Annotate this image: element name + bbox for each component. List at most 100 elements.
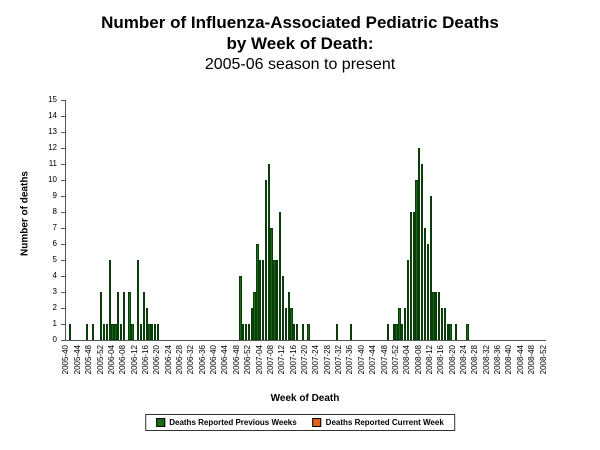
x-tick-label-2007-08: 2007-08 (265, 345, 275, 375)
y-tick-label-10: 10 (48, 175, 57, 184)
x-tick-label-2008-48: 2008-48 (527, 345, 537, 375)
bar-2006-01 (102, 324, 106, 340)
bar-2008-19 (449, 324, 452, 340)
chart-title-line3: 2005-06 season to present (204, 55, 396, 73)
bar-2007-08 (270, 228, 273, 340)
y-tick-mark (61, 100, 65, 101)
bar-2007-06 (264, 180, 268, 340)
bar-2008-01 (398, 308, 401, 340)
x-tick-label-2008-28: 2008-28 (470, 345, 480, 375)
bar-2007-13 (284, 308, 287, 340)
bar-2008-21 (455, 324, 458, 340)
y-tick-label-8: 8 (52, 207, 57, 216)
x-tick-label-2008-16: 2008-16 (436, 345, 446, 375)
x-tick-label-2006-16: 2006-16 (140, 345, 150, 375)
x-tick-label-2008-20: 2008-20 (447, 345, 457, 375)
y-tick-label-5: 5 (52, 255, 57, 264)
y-tick-mark (61, 212, 65, 213)
bar-2008-08 (418, 148, 421, 340)
y-tick-mark (61, 164, 65, 165)
bar-2008-15 (438, 292, 441, 340)
chart-title: Number of Influenza-Associated Pediatric… (0, 12, 600, 75)
bar-2006-49 (239, 276, 242, 340)
bar-2008-25 (466, 324, 469, 340)
x-tick-label-2006-20: 2006-20 (152, 345, 162, 375)
bar-2007-21 (307, 324, 310, 340)
x-tick-label-2006-40: 2006-40 (209, 345, 219, 375)
x-tick-label-2008-32: 2008-32 (481, 345, 491, 375)
bar-2008-06 (412, 212, 415, 340)
x-tick-label-2007-16: 2007-16 (288, 345, 298, 375)
bar-2008-03 (403, 308, 407, 340)
bar-2008-16 (440, 308, 444, 340)
bar-2006-05 (114, 324, 117, 340)
bar-2008-11 (426, 244, 429, 340)
legend-item-current-week: Deaths Reported Current Week (312, 418, 444, 427)
y-tick-label-14: 14 (48, 111, 57, 120)
bar-2006-10 (128, 292, 131, 340)
bar-2007-12 (281, 276, 285, 340)
bar-2005-52 (100, 292, 103, 340)
bar-2007-49 (386, 324, 390, 340)
bar-2007-51 (392, 324, 395, 340)
bar-2006-17 (148, 324, 151, 340)
y-tick-label-9: 9 (52, 191, 57, 200)
bar-2006-13 (137, 260, 140, 340)
x-tick-label-2007-52: 2007-52 (390, 345, 400, 375)
x-tick-label-2008-08: 2008-08 (413, 345, 423, 375)
bar-2008-09 (421, 164, 424, 340)
x-tick-label-2006-04: 2006-04 (106, 345, 116, 375)
bar-2007-02 (253, 292, 256, 340)
bar-2008-18 (446, 324, 449, 340)
x-tick-label-2006-52: 2006-52 (243, 345, 253, 375)
x-tick-label-2007-20: 2007-20 (300, 345, 309, 375)
bar-2007-19 (301, 324, 304, 340)
bar-2007-15 (290, 308, 293, 340)
y-tick-mark (61, 180, 65, 181)
bar-2007-17 (296, 324, 299, 340)
y-tick-mark (61, 260, 65, 261)
x-tick-label-2005-44: 2005-44 (72, 345, 82, 375)
x-tick-label-2005-40: 2005-40 (61, 345, 71, 375)
bar-2007-07 (267, 164, 270, 340)
y-tick-mark (61, 228, 65, 229)
bar-2007-11 (279, 212, 282, 340)
bar-2006-19 (154, 324, 157, 340)
x-tick-label-2006-12: 2006-12 (129, 345, 139, 375)
bar-2008-12 (429, 196, 432, 340)
chart-title-line1: Number of Influenza-Associated Pediatric… (101, 13, 499, 32)
x-tick-label-2006-44: 2006-44 (220, 345, 230, 375)
y-tick-mark (61, 276, 65, 277)
x-tick-label-2006-32: 2006-32 (186, 345, 196, 375)
y-tick-label-7: 7 (52, 223, 57, 232)
legend-label-current-week: Deaths Reported Current Week (325, 418, 444, 427)
x-tick-label-2007-24: 2007-24 (311, 345, 321, 375)
bar-2006-16 (145, 308, 148, 340)
x-tick-label-2007-44: 2007-44 (368, 345, 378, 375)
bar-2007-03 (256, 244, 259, 340)
y-tick-mark (61, 148, 65, 149)
y-tick-label-13: 13 (48, 127, 57, 136)
bar-2008-10 (423, 228, 427, 340)
bar-2006-15 (142, 292, 145, 340)
x-tick-label-2006-08: 2006-08 (118, 345, 128, 375)
x-tick-label-2008-40: 2008-40 (504, 345, 514, 375)
x-tick-label-2006-28: 2006-28 (175, 345, 185, 375)
bar-2007-52 (395, 324, 398, 340)
x-tick-label-2006-24: 2006-24 (163, 345, 173, 375)
bar-2007-05 (261, 260, 265, 340)
bar-2006-50 (242, 324, 245, 340)
bar-2007-01 (250, 308, 253, 340)
x-tick-label-2007-32: 2007-32 (334, 345, 344, 375)
bar-2007-14 (287, 292, 290, 340)
x-tick-label-2007-12: 2007-12 (277, 345, 287, 375)
bar-2006-07 (119, 324, 123, 340)
y-tick-mark (61, 116, 65, 117)
bar-2008-13 (432, 292, 435, 340)
x-tick-label-2005-48: 2005-48 (84, 345, 94, 375)
bar-2007-09 (273, 260, 276, 340)
legend: Deaths Reported Previous Weeks Deaths Re… (145, 414, 455, 431)
y-tick-mark (61, 308, 65, 309)
x-tick-label-2008-36: 2008-36 (493, 345, 503, 375)
